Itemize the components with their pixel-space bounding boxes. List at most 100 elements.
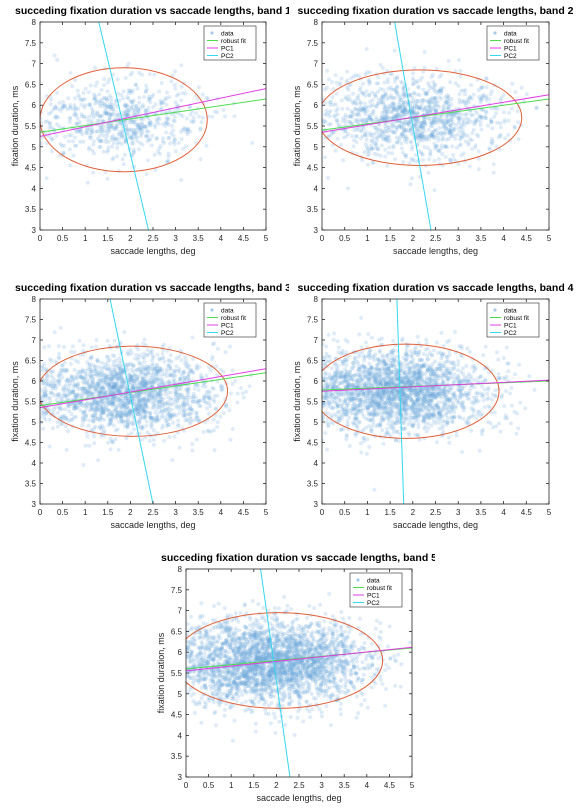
- data-point: [167, 152, 171, 156]
- data-point: [431, 85, 435, 89]
- data-point: [323, 155, 327, 159]
- data-point: [195, 438, 199, 442]
- data-point: [73, 350, 77, 354]
- data-point: [346, 187, 350, 191]
- data-point: [101, 407, 105, 411]
- data-point: [144, 424, 148, 428]
- data-point: [462, 151, 466, 155]
- data-point: [201, 93, 205, 97]
- data-point: [101, 129, 105, 133]
- data-point: [499, 430, 503, 434]
- data-point: [190, 411, 194, 415]
- data-point: [359, 450, 363, 454]
- data-point: [173, 69, 177, 73]
- data-point: [468, 165, 472, 169]
- data-point: [460, 450, 464, 454]
- data-point: [117, 386, 121, 390]
- data-point: [118, 366, 122, 370]
- data-point: [494, 111, 498, 115]
- data-point: [202, 430, 206, 434]
- data-point: [173, 115, 177, 119]
- data-point: [400, 146, 404, 150]
- data-point: [57, 374, 61, 378]
- data-point: [385, 97, 389, 101]
- data-point: [108, 367, 112, 371]
- data-point: [334, 109, 338, 113]
- y-tick-label: 5.5: [25, 122, 37, 131]
- data-point: [454, 81, 458, 85]
- data-point: [427, 171, 431, 175]
- data-point: [95, 338, 99, 342]
- data-point: [383, 155, 387, 159]
- data-point: [347, 84, 351, 88]
- data-point: [83, 404, 87, 408]
- data-point: [435, 440, 439, 444]
- data-point: [110, 113, 114, 117]
- data-point: [471, 113, 475, 117]
- data-point: [427, 128, 431, 132]
- data-point: [81, 415, 85, 419]
- data-point: [138, 408, 142, 412]
- data-point: [451, 130, 455, 134]
- data-point: [516, 109, 520, 113]
- data-point: [188, 368, 192, 372]
- data-point: [95, 129, 99, 133]
- data-point: [74, 359, 78, 363]
- data-point: [503, 118, 507, 122]
- data-point: [134, 83, 138, 87]
- data-point: [472, 93, 476, 97]
- data-point: [142, 407, 146, 411]
- data-point: [168, 413, 172, 417]
- data-point: [126, 97, 130, 101]
- data-point: [398, 106, 402, 110]
- data-point: [115, 122, 119, 126]
- data-point: [229, 438, 233, 442]
- data-point: [222, 411, 226, 415]
- data-point: [108, 77, 112, 81]
- data-point: [113, 126, 117, 130]
- data-point: [137, 398, 141, 402]
- data-point: [126, 406, 130, 410]
- data-point: [418, 78, 422, 82]
- data-point: [206, 429, 210, 433]
- data-point: [433, 136, 437, 140]
- data-point: [323, 87, 327, 91]
- data-point: [351, 92, 355, 96]
- data-point: [187, 372, 191, 376]
- data-point: [56, 379, 60, 383]
- data-point: [457, 58, 461, 62]
- data-point: [129, 362, 133, 366]
- data-point: [340, 77, 344, 81]
- x-tick-label: 4.5: [521, 234, 533, 243]
- data-point: [162, 439, 166, 443]
- data-point: [396, 92, 400, 96]
- data-point: [107, 140, 111, 144]
- data-point: [110, 413, 114, 417]
- data-point: [134, 368, 138, 372]
- data-point: [215, 373, 219, 377]
- data-point: [181, 147, 185, 151]
- data-point: [359, 136, 363, 140]
- scatter-chart-band-4: succeding fixation duration vs saccade l…: [289, 272, 579, 537]
- data-point: [152, 429, 156, 433]
- data-point: [117, 132, 121, 136]
- data-point: [371, 98, 375, 102]
- data-point: [167, 95, 171, 99]
- data-point: [404, 140, 408, 144]
- data-point: [421, 125, 425, 129]
- data-point: [65, 393, 69, 397]
- data-point: [41, 381, 45, 385]
- y-tick-label: 8: [32, 295, 37, 304]
- data-point: [447, 436, 451, 440]
- y-axis-label: fixation duration, ms: [292, 85, 302, 166]
- data-point: [66, 96, 70, 100]
- data-point: [170, 458, 174, 462]
- data-point: [114, 416, 118, 420]
- data-point: [58, 406, 62, 410]
- data-point: [355, 140, 359, 144]
- data-point: [236, 392, 240, 396]
- chart-title: succeding fixation duration vs saccade l…: [15, 5, 289, 17]
- data-point: [427, 89, 431, 93]
- data-point: [76, 370, 80, 374]
- data-point: [324, 345, 328, 349]
